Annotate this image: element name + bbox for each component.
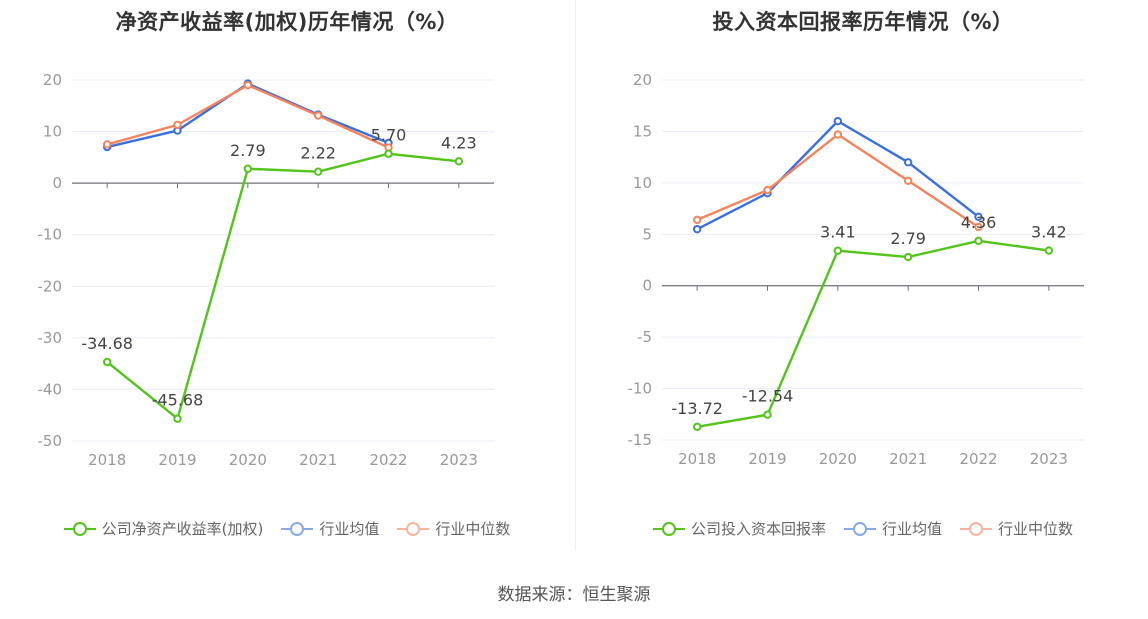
legend-marker-icon	[397, 521, 430, 537]
data-source-note: 数据来源：恒生聚源	[497, 585, 651, 605]
data-point-median	[833, 130, 843, 139]
y-tick-label: -40	[38, 380, 63, 398]
data-point-median	[903, 176, 913, 186]
legend-marker-icon	[281, 521, 314, 537]
panel-divider	[575, 0, 576, 550]
y-tick-label: 5	[642, 225, 652, 243]
y-tick-label: -30	[38, 329, 63, 347]
roic-chart-panel: 投入资本回报率历年情况（%） 20 15 10 5 0 -5 -10 -15 2018 2019 2…	[576, 0, 1148, 560]
legend-label: 行业中位数	[435, 520, 511, 538]
data-point-company	[454, 157, 464, 166]
data-label: 3.42	[1031, 223, 1067, 242]
roe-chart-panel: 净资产收益率(加权)历年情况（%） 20 10 0 -10 -20 -30 -40 -50 20…	[0, 0, 574, 560]
data-label: -13.72	[671, 399, 723, 418]
data-label: -45.68	[152, 391, 204, 410]
data-point-median	[313, 111, 323, 120]
data-point-avg	[974, 212, 983, 222]
data-label: 3.41	[820, 223, 856, 242]
legend-label: 公司净资产收益率(加权)	[101, 520, 264, 538]
y-tick-label: -20	[38, 277, 63, 295]
data-point-median	[974, 222, 983, 232]
x-tick-label: 2018	[88, 451, 126, 469]
data-point-median	[173, 120, 182, 130]
data-point-company	[1044, 246, 1054, 255]
y-tick-label: -10	[38, 226, 63, 244]
data-label: -12.54	[742, 387, 794, 406]
legend-item-company[interactable]: 公司投入资本回报率	[652, 518, 826, 539]
legend-item-industry-median[interactable]: 行业中位数	[960, 518, 1073, 539]
data-label: 5.70	[371, 126, 407, 145]
data-point-company	[384, 149, 393, 158]
roic-chart-plot: 20 15 10 5 0 -5 -10 -15 2018 2019 2020 2021 2022 2023…	[628, 71, 1084, 468]
x-tick-label: 2020	[229, 451, 267, 469]
legend-marker-icon	[843, 521, 876, 537]
legend-item-industry-average[interactable]: 行业均值	[281, 518, 379, 539]
data-point-company	[102, 357, 112, 367]
x-tick-label: 2023	[1030, 450, 1068, 468]
legend-item-industry-average[interactable]: 行业均值	[843, 518, 942, 539]
chart-legend: 公司净资产收益率(加权) 行业均值 行业中位数	[0, 518, 574, 539]
legend-label: 行业均值	[881, 520, 942, 538]
data-point-company	[313, 167, 323, 176]
data-point-median	[102, 140, 112, 149]
data-point-company	[974, 236, 983, 246]
legend-marker-icon	[960, 521, 992, 537]
data-point-median	[243, 80, 253, 90]
y-tick-label: 10	[43, 123, 62, 141]
legend-item-company[interactable]: 公司净资产收益率(加权)	[63, 518, 264, 539]
chart-title: 投入资本回报率历年情况（%）	[712, 10, 1014, 34]
data-label: 4.23	[441, 133, 477, 152]
data-label: 4.36	[961, 213, 997, 232]
chart-title: 净资产收益率(加权)历年情况（%）	[115, 10, 459, 34]
legend-label: 公司投入资本回报率	[690, 520, 826, 538]
roe-chart-plot: 20 10 0 -10 -20 -30 -40 -50 2018 2019 2020 2021 2022…	[38, 71, 494, 469]
legend-label: 行业均值	[319, 520, 380, 538]
y-tick-label: 15	[633, 122, 652, 140]
data-point-company	[763, 410, 772, 419]
data-point-avg	[833, 116, 843, 126]
x-tick-label: 2022	[369, 451, 407, 469]
x-tick-label: 2023	[440, 451, 478, 469]
x-tick-label: 2020	[819, 450, 857, 468]
y-tick-label: 20	[43, 71, 62, 89]
y-tick-label: 0	[642, 277, 652, 295]
y-tick-label: -15	[628, 431, 653, 449]
data-point-company	[903, 252, 913, 262]
data-point-company	[173, 414, 182, 423]
legend-marker-icon	[63, 521, 96, 537]
series-line-median	[696, 133, 980, 229]
data-point-median	[763, 185, 772, 195]
data-label: 2.22	[300, 144, 336, 163]
data-point-avg	[903, 158, 913, 167]
chart-legend: 公司投入资本回报率 行业均值 行业中位数	[576, 518, 1148, 539]
y-tick-label: 10	[633, 174, 652, 192]
data-point-company	[833, 246, 843, 255]
x-tick-label: 2019	[748, 450, 786, 468]
legend-label: 行业中位数	[998, 520, 1074, 538]
x-tick-label: 2018	[678, 450, 716, 468]
y-tick-label: -10	[628, 380, 653, 398]
series-line-company	[696, 239, 1049, 429]
x-tick-label: 2022	[959, 450, 997, 468]
legend-marker-icon	[652, 521, 685, 537]
data-label: -34.68	[81, 334, 133, 353]
y-tick-label: 0	[52, 174, 62, 192]
x-tick-label: 2021	[299, 451, 337, 469]
x-tick-label: 2019	[158, 451, 196, 469]
data-point-company	[243, 164, 253, 173]
data-point-company	[692, 422, 702, 432]
series-line-avg	[106, 82, 389, 149]
x-tick-label: 2021	[889, 450, 927, 468]
y-tick-label: -5	[637, 328, 652, 346]
data-point-avg	[692, 224, 702, 234]
data-label: 2.79	[890, 229, 926, 248]
series-line-company	[106, 152, 459, 420]
data-point-median	[692, 215, 702, 225]
y-tick-label: -50	[38, 432, 63, 450]
y-tick-label: 20	[633, 71, 652, 89]
data-label: 2.79	[230, 141, 266, 160]
legend-item-industry-median[interactable]: 行业中位数	[397, 518, 510, 539]
